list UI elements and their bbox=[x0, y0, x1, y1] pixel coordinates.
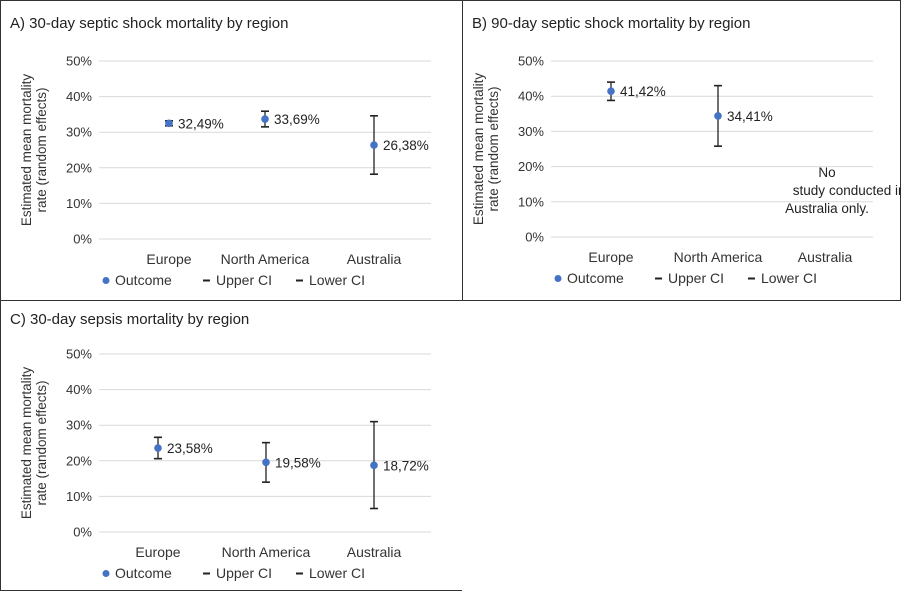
legend-outcome-label: Outcome bbox=[115, 272, 172, 288]
data-label: 18,72% bbox=[383, 458, 429, 473]
y-tick-label: 0% bbox=[525, 230, 544, 245]
x-category-label: Australia bbox=[798, 249, 853, 265]
data-label: 41,42% bbox=[620, 84, 666, 99]
chart-panel-b: B) 90-day septic shock mortality by regi… bbox=[462, 0, 901, 301]
y-tick-label: 30% bbox=[518, 124, 544, 139]
data-label: 33,69% bbox=[274, 112, 320, 127]
legend-lower-ci-label: Lower CI bbox=[309, 565, 365, 581]
data-label: 26,38% bbox=[383, 138, 429, 153]
legend-lower-ci-label: Lower CI bbox=[761, 270, 817, 286]
x-category-label: Australia bbox=[347, 544, 402, 560]
chart-c-svg: C) 30-day sepsis mortality by region 0% 10… bbox=[10, 311, 431, 581]
y-tick-label: 40% bbox=[66, 382, 92, 397]
chart-b-svg: B) 90-day septic shock mortality by regi… bbox=[471, 15, 901, 286]
outcome-point bbox=[714, 112, 722, 120]
empty-panel bbox=[462, 300, 901, 591]
y-axis-label: Estimated mean mortalityrate (random eff… bbox=[19, 74, 49, 227]
x-category-label: North America bbox=[221, 251, 310, 267]
outcome-point bbox=[370, 461, 378, 470]
y-tick-label: 10% bbox=[66, 489, 92, 504]
y-tick-label: 10% bbox=[518, 194, 544, 209]
y-tick-label: 20% bbox=[518, 159, 544, 174]
outcome-point bbox=[262, 458, 270, 467]
outcome-point bbox=[370, 141, 378, 149]
y-tick-label: 40% bbox=[66, 89, 92, 104]
chart-panel-c: C) 30-day sepsis mortality by region 0% 10… bbox=[0, 300, 463, 591]
legend-outcome-label: Outcome bbox=[115, 565, 172, 581]
x-category-label: North America bbox=[222, 544, 311, 560]
data-label: 19,58% bbox=[275, 455, 321, 470]
outcome-point bbox=[154, 444, 162, 452]
y-tick-label: 0% bbox=[73, 232, 92, 247]
legend-upper-ci-label: Upper CI bbox=[668, 270, 724, 286]
legend-upper-ci-label: Upper CI bbox=[216, 565, 272, 581]
data-label: 23,58% bbox=[167, 441, 213, 456]
chart-title: C) 30-day sepsis mortality by region bbox=[10, 311, 249, 328]
annotation-text: study bbox=[793, 183, 826, 198]
chart-a-svg: A) 30-day septic shock mortality by regi… bbox=[10, 15, 431, 288]
x-category-label: Europe bbox=[135, 544, 180, 560]
chart-title: B) 90-day septic shock mortality by regi… bbox=[472, 15, 750, 32]
y-tick-label: 50% bbox=[66, 347, 92, 362]
y-tick-label: 30% bbox=[66, 418, 92, 433]
annotation-text: Australia only. bbox=[785, 201, 869, 216]
chart-title: A) 30-day septic shock mortality by regi… bbox=[10, 15, 288, 32]
x-category-label: Australia bbox=[347, 251, 402, 267]
y-tick-label: 30% bbox=[66, 125, 92, 140]
outcome-point bbox=[165, 119, 173, 128]
legend-outcome-label: Outcome bbox=[567, 270, 624, 286]
x-category-label: Europe bbox=[588, 249, 633, 265]
y-tick-label: 50% bbox=[518, 54, 544, 69]
annotation-text: conducted in bbox=[829, 183, 901, 198]
x-category-label: Europe bbox=[146, 251, 191, 267]
legend-upper-ci-label: Upper CI bbox=[216, 272, 272, 288]
legend-lower-ci-label: Lower CI bbox=[309, 272, 365, 288]
y-tick-label: 50% bbox=[66, 54, 92, 69]
x-category-label: North America bbox=[674, 249, 763, 265]
legend-outcome-marker bbox=[102, 277, 110, 284]
annotation-text: No bbox=[818, 165, 835, 180]
y-axis-label: Estimated mean mortalityrate (random eff… bbox=[19, 367, 49, 520]
data-label: 34,41% bbox=[727, 109, 773, 124]
y-axis-label: Estimated mean mortalityrate (random eff… bbox=[471, 73, 501, 226]
y-tick-label: 20% bbox=[66, 453, 92, 468]
chart-panel-a: A) 30-day septic shock mortality by regi… bbox=[0, 0, 463, 301]
data-label: 32,49% bbox=[178, 116, 224, 131]
y-tick-label: 40% bbox=[518, 89, 544, 104]
outcome-point bbox=[261, 115, 269, 123]
outcome-point bbox=[607, 87, 615, 96]
y-tick-label: 10% bbox=[66, 196, 92, 211]
y-tick-label: 20% bbox=[66, 160, 92, 175]
legend-outcome-marker bbox=[102, 570, 110, 577]
legend-outcome-marker bbox=[554, 275, 562, 282]
y-tick-label: 0% bbox=[73, 525, 92, 540]
